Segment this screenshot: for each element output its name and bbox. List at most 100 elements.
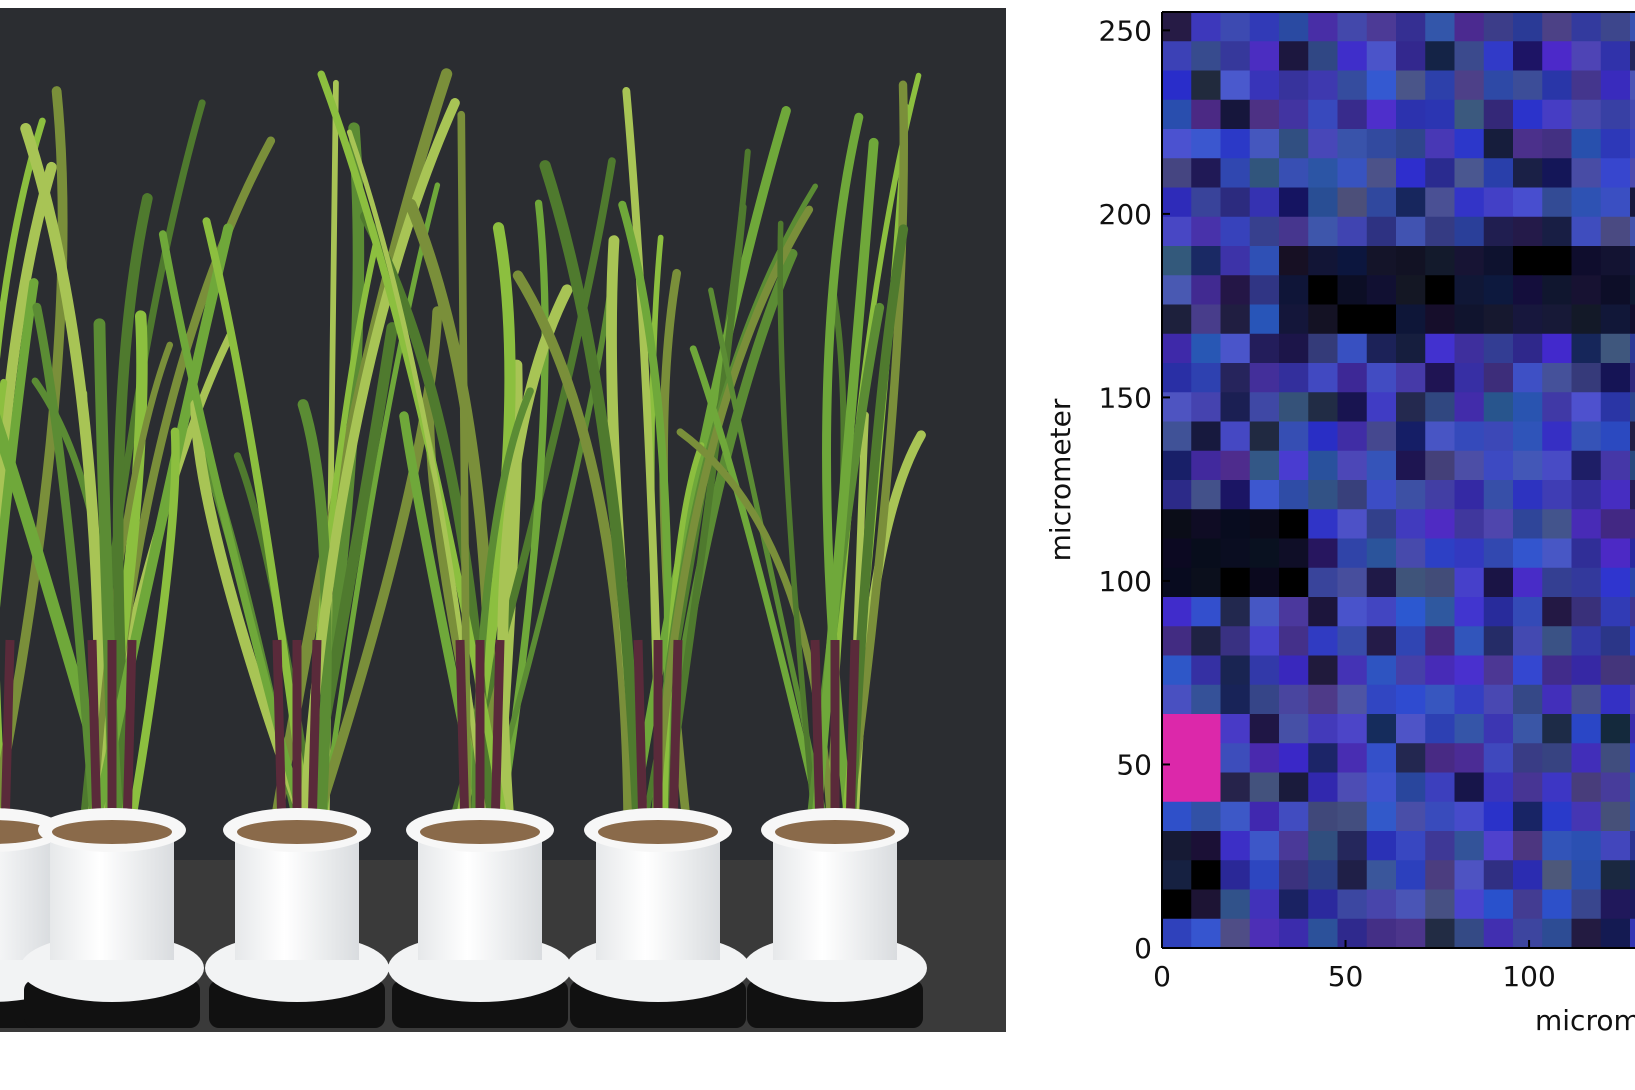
- image-pixel: [1249, 889, 1280, 920]
- image-pixel: [1220, 99, 1251, 130]
- image-pixel: [1483, 655, 1514, 686]
- image-pixel: [1366, 831, 1397, 861]
- image-pixel: [1630, 450, 1635, 481]
- image-pixel: [1191, 99, 1221, 130]
- image-pixel: [1483, 216, 1514, 247]
- image-pixel: [1513, 714, 1543, 744]
- image-pixel: [1220, 509, 1251, 539]
- image-pixel: [1220, 158, 1251, 188]
- image-pixel: [1162, 772, 1192, 803]
- soil: [598, 820, 718, 844]
- image-pixel: [1308, 12, 1338, 42]
- image-pixel: [1425, 801, 1455, 832]
- image-pixel: [1513, 12, 1543, 42]
- image-pixel: [1279, 626, 1309, 656]
- image-pixel: [1454, 480, 1485, 510]
- image-pixel: [1162, 246, 1192, 276]
- image-pixel: [1630, 41, 1635, 71]
- image-pixel: [1191, 801, 1221, 832]
- image-pixel: [1279, 567, 1309, 598]
- image-pixel: [1425, 567, 1455, 598]
- image-pixel: [1308, 392, 1338, 422]
- image-pixel: [1630, 831, 1635, 861]
- image-pixel: [1571, 304, 1602, 335]
- image-pixel: [1454, 889, 1485, 920]
- image-pixel: [1396, 538, 1426, 569]
- image-pixel: [1542, 275, 1572, 305]
- image-pixel: [1630, 158, 1635, 188]
- image-pixel: [1337, 714, 1368, 744]
- image-pixel: [1454, 187, 1485, 218]
- image-pixel: [1571, 275, 1602, 305]
- image-pixel: [1162, 304, 1192, 335]
- image-pixel: [1513, 450, 1543, 481]
- image-pixel: [1220, 392, 1251, 422]
- image-pixel: [1366, 480, 1397, 510]
- image-pixel: [1542, 12, 1572, 42]
- image-pixel: [1366, 567, 1397, 598]
- image-pixel: [1396, 363, 1426, 393]
- image-pixel: [1308, 480, 1338, 510]
- image-pixel: [1191, 70, 1221, 101]
- image-pixel: [1308, 158, 1338, 188]
- image-pixel: [1513, 831, 1543, 861]
- image-pixel: [1513, 392, 1543, 422]
- image-pixel: [1454, 275, 1485, 305]
- image-pixel: [1191, 655, 1221, 686]
- image-pixel: [1162, 684, 1192, 715]
- image-pixel: [1162, 216, 1192, 247]
- image-pixel: [1571, 772, 1602, 803]
- image-pixel: [1425, 246, 1455, 276]
- image-pixel: [1425, 12, 1455, 42]
- image-pixel: [1308, 41, 1338, 71]
- image-pixel: [1249, 363, 1280, 393]
- image-pixel: [1396, 567, 1426, 598]
- image-pixel: [1220, 684, 1251, 715]
- image-pixel: [1162, 41, 1192, 71]
- image-pixel: [1425, 684, 1455, 715]
- image-pixel: [1366, 918, 1397, 948]
- image-pixel: [1454, 12, 1485, 42]
- image-pixel: [1513, 918, 1543, 948]
- image-pixel: [1542, 392, 1572, 422]
- image-pixel: [1571, 626, 1602, 656]
- image-pixel: [1542, 70, 1572, 101]
- image-pixel: [1513, 246, 1543, 276]
- image-pixel: [1337, 158, 1368, 188]
- image-pixel: [1191, 392, 1221, 422]
- image-pixel: [1366, 275, 1397, 305]
- image-pixel: [1483, 597, 1514, 627]
- image-pixel: [1279, 70, 1309, 101]
- image-pixel: [1571, 538, 1602, 569]
- image-pixel: [1279, 129, 1309, 159]
- image-pixel: [1279, 275, 1309, 305]
- image-pixel: [1483, 246, 1514, 276]
- image-pixel: [1513, 480, 1543, 510]
- image-pixel: [1366, 12, 1397, 42]
- leaf: [404, 198, 498, 836]
- image-pixel: [1396, 158, 1426, 188]
- image-pixel: [1483, 158, 1514, 188]
- image-pixel: [1483, 801, 1514, 832]
- soil: [237, 820, 357, 844]
- image-pixel: [1249, 743, 1280, 773]
- image-pixel: [1220, 12, 1251, 42]
- image-pixel: [1162, 918, 1192, 948]
- image-pixel: [1220, 304, 1251, 335]
- image-pixel: [1220, 41, 1251, 71]
- image-pixel: [1542, 99, 1572, 130]
- image-plot: micrometer micrometer 0 50 100 150 200 250 0 50…: [1044, 11, 1635, 1037]
- leaf: [651, 205, 814, 834]
- leaf: [125, 427, 180, 835]
- soil: [775, 820, 895, 844]
- image-pixel: [1337, 538, 1368, 569]
- image-pixel: [1396, 129, 1426, 159]
- image-pixel: [1425, 772, 1455, 803]
- image-pixel: [1279, 333, 1309, 364]
- image-pixel: [1513, 509, 1543, 539]
- image-pixel: [1454, 714, 1485, 744]
- image-pixel: [1366, 246, 1397, 276]
- image-pixel: [1308, 655, 1338, 686]
- leaf: [89, 341, 174, 834]
- image-pixel: [1542, 246, 1572, 276]
